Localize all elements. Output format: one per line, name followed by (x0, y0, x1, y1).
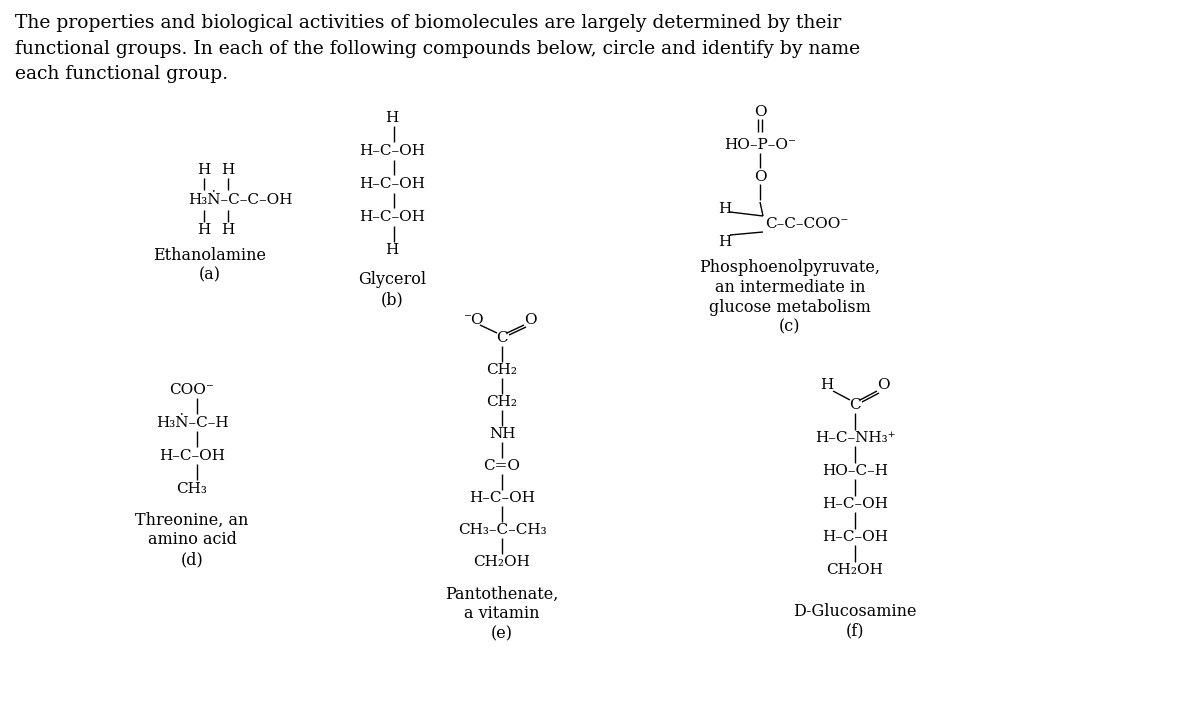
Text: CH₂OH: CH₂OH (827, 563, 883, 577)
Text: CH₃: CH₃ (176, 482, 208, 496)
Text: HO–C–H: HO–C–H (822, 464, 888, 478)
Text: H: H (221, 223, 235, 237)
Text: H: H (719, 235, 732, 249)
Text: H: H (821, 378, 834, 392)
Text: HO–P–O⁻: HO–P–O⁻ (724, 138, 796, 152)
Text: Phosphoenolpyruvate,: Phosphoenolpyruvate, (700, 259, 881, 275)
Text: a vitamin: a vitamin (464, 606, 540, 622)
Text: The properties and biological activities of biomolecules are largely determined : The properties and biological activities… (14, 14, 860, 83)
Text: Glycerol: Glycerol (358, 271, 426, 289)
Text: Threonine, an: Threonine, an (136, 512, 248, 529)
Text: H: H (385, 243, 398, 257)
Text: (d): (d) (181, 552, 203, 569)
Text: H–C–NH₃⁺: H–C–NH₃⁺ (815, 431, 895, 445)
Text: C: C (850, 398, 860, 412)
Text: C=O: C=O (484, 459, 521, 473)
Text: H: H (385, 111, 398, 125)
Text: (c): (c) (779, 318, 800, 336)
Text: H₃Ṅ–C–C–OH: H₃Ṅ–C–C–OH (188, 193, 293, 207)
Text: H–C–OH: H–C–OH (469, 491, 535, 505)
Text: O: O (754, 105, 767, 119)
Text: H–C–OH: H–C–OH (359, 177, 425, 191)
Text: H: H (197, 163, 211, 177)
Text: (a): (a) (199, 266, 221, 283)
Text: H–C–OH: H–C–OH (359, 144, 425, 158)
Text: O: O (877, 378, 889, 392)
Text: COO⁻: COO⁻ (169, 383, 215, 397)
Text: H–C–OH: H–C–OH (158, 449, 226, 463)
Text: NH: NH (488, 427, 515, 441)
Text: C: C (496, 331, 508, 345)
Text: H–C–OH: H–C–OH (822, 530, 888, 544)
Text: amino acid: amino acid (148, 531, 236, 548)
Text: (e): (e) (491, 625, 514, 643)
Text: O: O (523, 313, 536, 327)
Text: H: H (221, 163, 235, 177)
Text: (f): (f) (846, 622, 864, 639)
Text: H₃Ṅ–C–H: H₃Ṅ–C–H (156, 416, 228, 430)
Text: an intermediate in: an intermediate in (715, 278, 865, 296)
Text: CH₂OH: CH₂OH (474, 555, 530, 569)
Text: H: H (197, 223, 211, 237)
Text: CH₃–C–CH₃: CH₃–C–CH₃ (457, 523, 546, 537)
Text: glucose metabolism: glucose metabolism (709, 299, 871, 315)
Text: H–C–OH: H–C–OH (822, 497, 888, 511)
Text: (b): (b) (380, 292, 403, 308)
Text: CH₂: CH₂ (486, 395, 517, 409)
Text: O: O (754, 170, 767, 184)
Text: Ethanolamine: Ethanolamine (154, 247, 266, 264)
Text: H: H (719, 202, 732, 216)
Text: D-Glucosamine: D-Glucosamine (793, 602, 917, 620)
Text: C–C–COO⁻: C–C–COO⁻ (766, 217, 848, 231)
Text: ⁻O: ⁻O (463, 313, 485, 327)
Text: CH₂: CH₂ (486, 363, 517, 377)
Text: Pantothenate,: Pantothenate, (445, 585, 559, 602)
Text: H–C–OH: H–C–OH (359, 210, 425, 224)
